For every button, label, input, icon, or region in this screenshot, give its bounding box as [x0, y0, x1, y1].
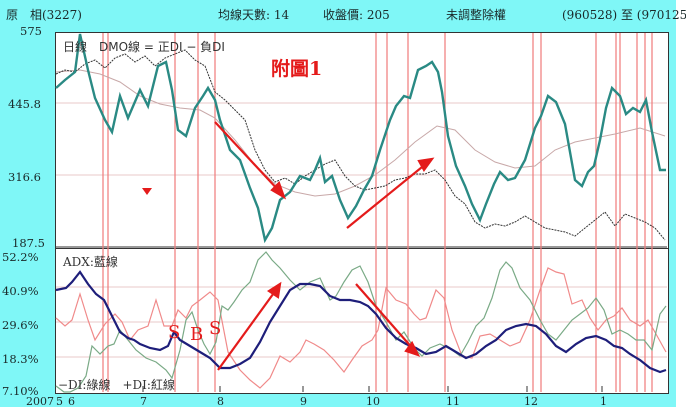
figure-annotation: 附圖1 — [271, 58, 323, 80]
y-tick-40: 40.9% — [2, 284, 39, 298]
ma-days-label: 均線天數: 14 — [218, 8, 290, 22]
x-month-8: 8 — [217, 395, 224, 408]
minus-di-line — [55, 251, 667, 393]
dmo-line — [55, 33, 666, 244]
y-tick-29: 29.6% — [2, 318, 39, 332]
chart-header: 原 相(3227) 均線天數: 14 收盤價: 205 未調整除權 (96052… — [0, 6, 686, 22]
plus-di-line — [55, 267, 667, 389]
x-month-7: 7 — [140, 395, 147, 408]
signal-buy: B — [190, 324, 204, 345]
adx-legend: ADX:藍線 — [63, 255, 118, 269]
trend-arrows-lower — [217, 281, 421, 371]
y-tick-7: 7.10% — [2, 384, 39, 398]
adjust-label: 未調整除權 — [446, 8, 507, 22]
close-price-label: 收盤價: 205 — [323, 8, 390, 22]
lower-panel — [55, 248, 669, 394]
y-tick-52: 52.2% — [2, 250, 39, 264]
x-month-9: 9 — [300, 395, 307, 408]
signal-sell-2: S — [209, 318, 222, 339]
trend-arrows-upper — [214, 121, 435, 229]
x-month-1: 1 — [600, 395, 607, 408]
y-tick-18: 18.3% — [2, 352, 39, 366]
adx-line — [55, 270, 667, 374]
x-year-label: 2007 — [26, 395, 54, 408]
upper-legend: 日線 DMO線 = 正DI − 負DI — [63, 40, 225, 54]
x-month-5: 5 — [56, 395, 63, 408]
x-month-6: 6 — [68, 395, 75, 408]
y-tick-316: 316.6 — [8, 170, 41, 184]
y-tick-445: 445.8 — [8, 97, 41, 111]
marker-triangle — [142, 188, 152, 195]
x-month-11: 11 — [446, 395, 460, 408]
signal-sell-1: S — [168, 322, 181, 343]
x-month-12: 12 — [524, 395, 538, 408]
y-tick-187: 187.5 — [12, 236, 45, 250]
signal-lines — [102, 33, 653, 392]
y-tick-575: 575 — [20, 24, 42, 38]
price-bars — [55, 49, 666, 241]
x-month-10: 10 — [366, 395, 380, 408]
di-legend: −DI:綠線 +DI:紅線 — [58, 378, 175, 392]
date-range-label: (960528) 至 (970125) — [562, 8, 686, 22]
stock-label: 原 相(3227) — [6, 8, 82, 22]
